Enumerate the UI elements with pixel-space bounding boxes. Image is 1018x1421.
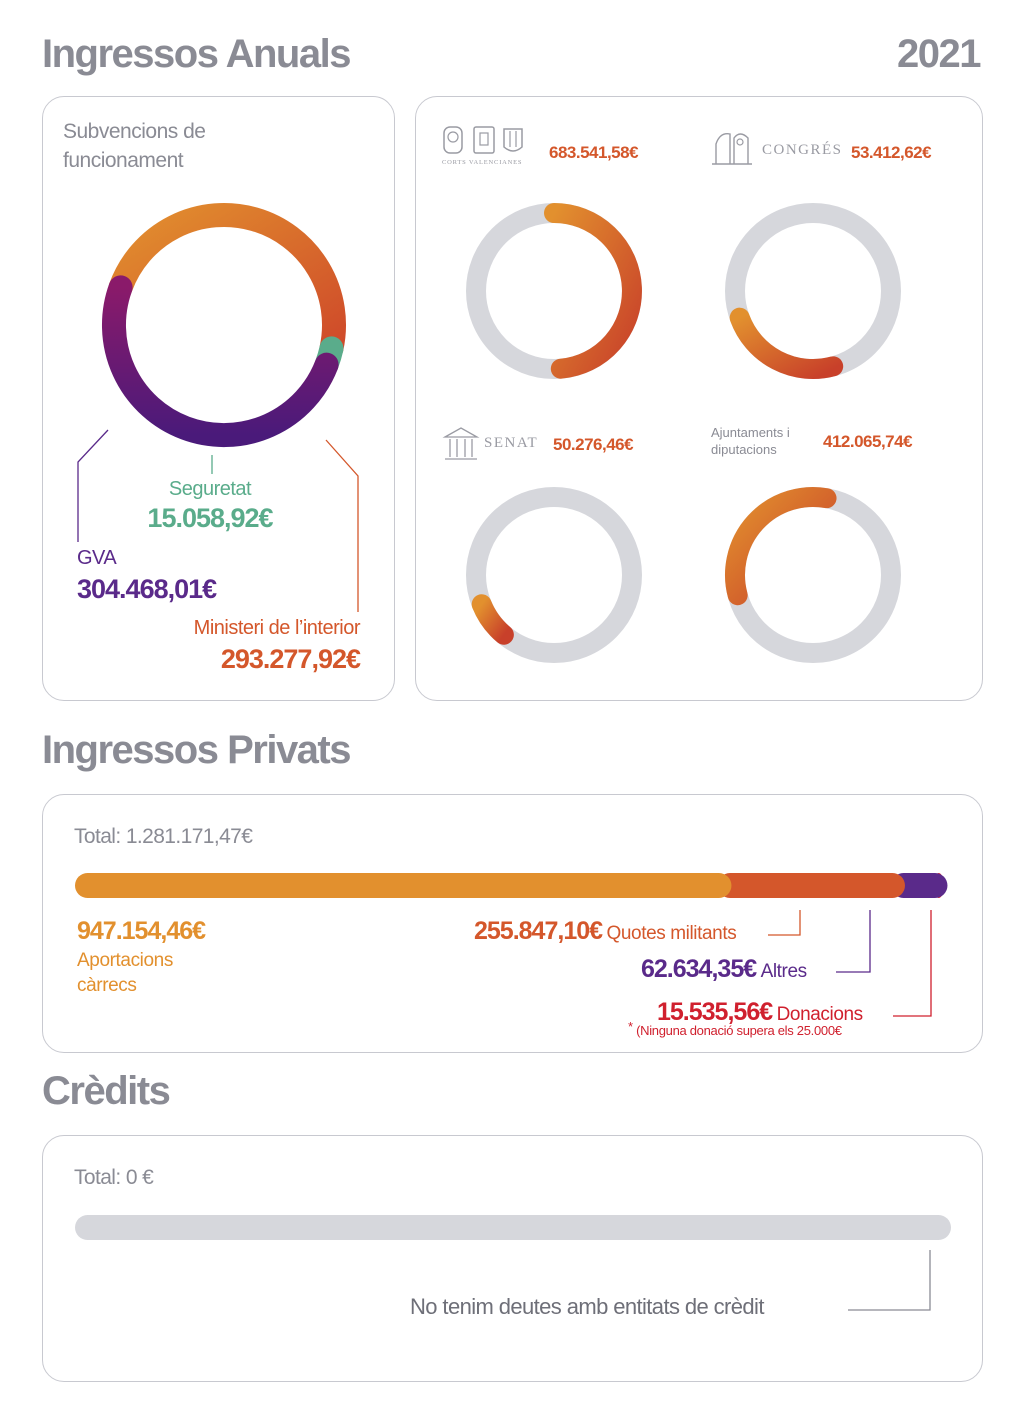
aportacions-label-line2: càrrecs: [77, 975, 137, 996]
altres-bar-segment: [890, 873, 948, 898]
ajuntaments-amount: 412.065,74€: [823, 432, 913, 451]
credits-message: No tenim deutes amb entitats de crèdit: [410, 1294, 764, 1319]
donations-note-text: (Ninguna donació supera els 25.000€: [636, 1023, 842, 1038]
corts-valencianes-logo: CORTS VALENCIANES: [440, 125, 530, 170]
annual-income-title: Ingressos Anuals: [42, 32, 351, 76]
year-label: 2021: [897, 32, 981, 76]
corts-crest-icon: [443, 126, 523, 154]
aportacions-legend: 947.154,46€ Aportacions càrrecs: [77, 917, 206, 998]
donations-note-star: *: [628, 1019, 633, 1034]
altres-amount: 62.634,35€: [641, 955, 757, 983]
donacions-amount: 15.535,56€: [657, 998, 773, 1026]
donacions-legend: 15.535,56€ Donacions: [657, 998, 863, 1027]
quotes-label: Quotes militants: [606, 923, 737, 944]
altres-label: Altres: [760, 961, 808, 982]
senat-amount: 50.276,46€: [553, 435, 634, 454]
seguretat-label: Seguretat: [168, 478, 252, 500]
corts-logo-text: CORTS VALENCIANES: [442, 159, 523, 166]
aportacions-amount: 947.154,46€: [77, 917, 206, 945]
gva-arc: [102, 275, 339, 448]
gva-label: GVA: [77, 547, 117, 569]
seguretat-legend: Seguretat 15.058,92€: [100, 478, 320, 534]
credits-panel: [42, 1135, 983, 1382]
donacions-leader-line: [893, 910, 932, 1017]
donacions-label: Donacions: [776, 1004, 864, 1025]
congres-lions-graphic: [712, 133, 752, 165]
subsidies-panel: Subvencions de funcionament: [42, 96, 395, 701]
private-income-panel: [42, 794, 983, 1053]
credits-leader-line: [848, 1250, 931, 1311]
subsidies-title: Subvencions de funcionament: [63, 117, 206, 175]
credits-title: Crèdits: [42, 1069, 171, 1113]
ministeri-leader-line: [325, 439, 359, 612]
senat-donut-arc: [471, 594, 514, 645]
private-total: Total: 1.281.171,47€: [74, 825, 253, 848]
gva-amount: 304.468,01€: [77, 574, 217, 604]
quotes-legend: 255.847,10€ Quotes militants: [474, 917, 737, 946]
altres-leader-line: [836, 910, 871, 973]
corts-donut-arc: [544, 203, 642, 379]
ministeri-legend: Ministeri de l’interior 293.277,92€: [120, 617, 361, 675]
senat-building-graphic: [442, 427, 480, 460]
quotes-leader-line: [768, 910, 801, 936]
congres-amount: 53.412,62€: [851, 143, 932, 162]
senat-logo-text: SENAT: [484, 435, 539, 451]
aportacions-bar-segment: [75, 873, 732, 898]
senat-building-icon: [442, 425, 480, 461]
seguretat-amount: 15.058,92€: [147, 503, 273, 533]
aportacions-label-line1: Aportacions: [77, 950, 173, 971]
ajuntaments-label-line1: Ajuntaments i: [711, 425, 790, 440]
credits-bar-track: [75, 1215, 951, 1240]
gva-legend: GVA 304.468,01€: [77, 547, 217, 605]
quotes-bar-segment: [717, 873, 905, 898]
private-income-title: Ingressos Privats: [42, 728, 352, 772]
congres-donut-arc: [729, 307, 844, 379]
gva-leader-line: [77, 429, 109, 542]
aportacions-label: Aportacions càrrecs: [77, 948, 205, 998]
ajuntaments-donut-arc: [725, 487, 837, 606]
ministeri-label: Ministeri de l’interior: [193, 617, 361, 639]
ajuntaments-label: Ajuntaments i diputacions: [711, 424, 790, 458]
corts-amount: 683.541,58€: [549, 143, 639, 162]
quotes-amount: 255.847,10€: [474, 917, 603, 945]
senat-donut-track: [466, 487, 642, 663]
congres-lions-icon: [710, 124, 754, 168]
donations-note: * (Ninguna donació supera els 25.000€: [628, 1019, 842, 1038]
ajuntaments-label-line2: diputacions: [711, 442, 777, 457]
ministeri-arc: [108, 203, 346, 361]
ministeri-amount: 293.277,92€: [220, 644, 361, 674]
congres-logo-text: CONGRÉS: [762, 142, 843, 158]
altres-legend: 62.634,35€ Altres: [641, 955, 807, 984]
subsidies-title-line2: funcionament: [63, 149, 184, 172]
credits-total: Total: 0 €: [74, 1166, 154, 1189]
subsidies-title-line1: Subvencions de: [63, 120, 206, 143]
